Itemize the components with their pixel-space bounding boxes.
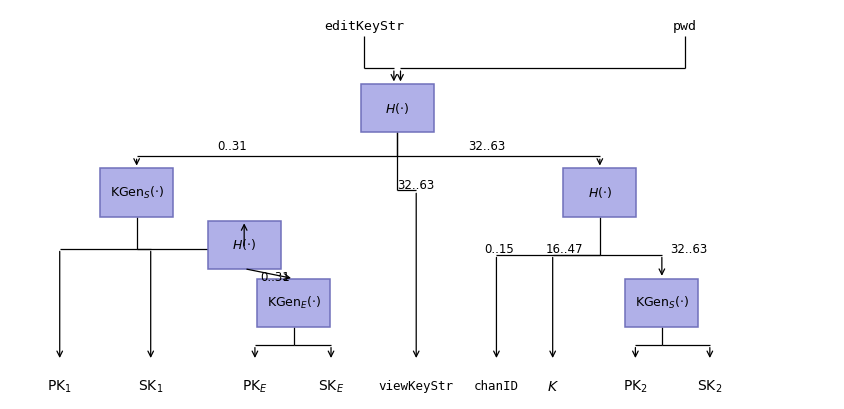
Text: $\mathrm{KGen}_E(\cdot)$: $\mathrm{KGen}_E(\cdot)$ (267, 294, 321, 311)
Text: $\mathrm{SK}_E$: $\mathrm{SK}_E$ (318, 379, 344, 395)
FancyBboxPatch shape (100, 169, 173, 216)
FancyBboxPatch shape (564, 169, 636, 216)
Text: $\mathrm{PK}_1$: $\mathrm{PK}_1$ (47, 379, 72, 395)
Text: 16..47: 16..47 (545, 243, 583, 256)
Text: $\mathrm{SK}_2$: $\mathrm{SK}_2$ (697, 379, 722, 395)
Text: 0..31: 0..31 (260, 271, 289, 284)
Text: $\mathrm{PK}_E$: $\mathrm{PK}_E$ (242, 379, 268, 395)
Text: editKeyStr: editKeyStr (324, 20, 404, 33)
Text: 0..15: 0..15 (484, 243, 514, 256)
FancyBboxPatch shape (625, 279, 698, 327)
Text: $H(\cdot)$: $H(\cdot)$ (232, 237, 257, 252)
Text: 0..31: 0..31 (217, 140, 246, 153)
FancyBboxPatch shape (360, 84, 434, 133)
Text: pwd: pwd (673, 20, 697, 33)
Text: 32..63: 32..63 (669, 243, 707, 256)
Text: $K$: $K$ (547, 380, 559, 394)
FancyBboxPatch shape (208, 220, 280, 269)
Text: $\mathrm{SK}_1$: $\mathrm{SK}_1$ (138, 379, 164, 395)
FancyBboxPatch shape (257, 279, 330, 327)
Text: $\mathrm{KGen}_S(\cdot)$: $\mathrm{KGen}_S(\cdot)$ (635, 294, 689, 311)
Text: $\mathrm{KGen}_S(\cdot)$: $\mathrm{KGen}_S(\cdot)$ (110, 184, 164, 200)
Text: 32..63: 32..63 (468, 140, 506, 153)
Text: $\mathrm{PK}_2$: $\mathrm{PK}_2$ (623, 379, 648, 395)
Text: $H(\cdot)$: $H(\cdot)$ (587, 185, 612, 200)
Text: 32..63: 32..63 (397, 179, 434, 192)
Text: $H(\cdot)$: $H(\cdot)$ (385, 101, 409, 116)
Text: viewKeyStr: viewKeyStr (379, 380, 454, 393)
Text: chanID: chanID (474, 380, 519, 393)
